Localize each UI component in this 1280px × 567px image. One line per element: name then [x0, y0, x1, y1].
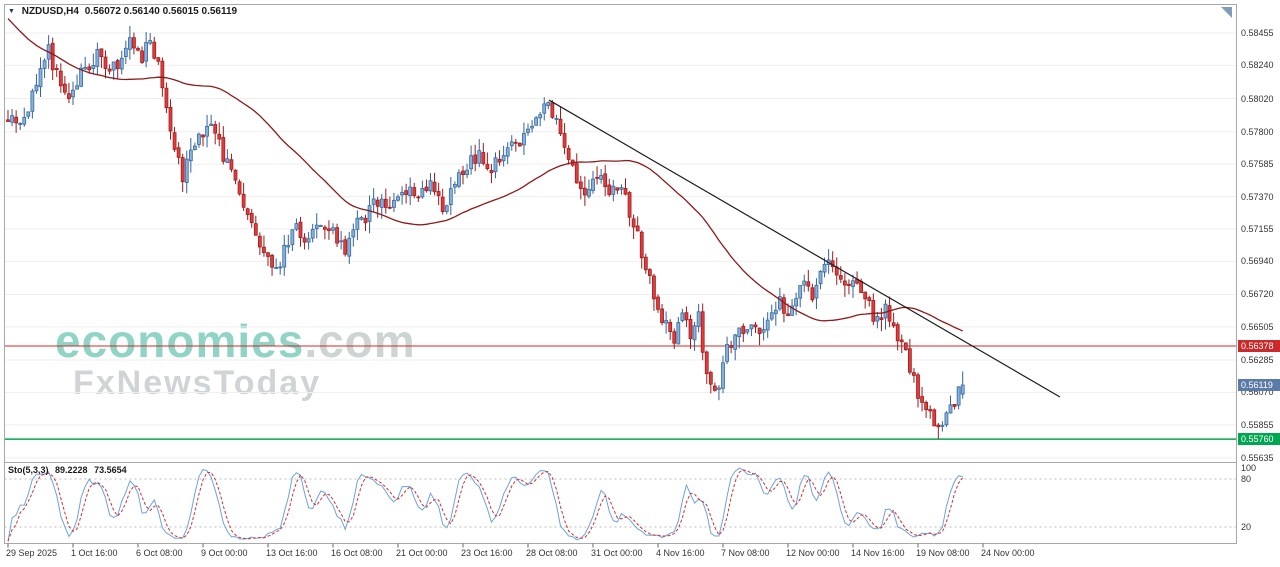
symbol-dropdown-icon: ▼ [8, 8, 15, 15]
support-price-badge: 0.55760 [1238, 433, 1280, 445]
indicator-label: Sto(5,3,3) 89.2228 73.5654 [8, 465, 131, 475]
time-axis-label: 9 Oct 00:00 [201, 548, 248, 558]
indicator-axis-label: 80 [1241, 474, 1252, 484]
time-axis-label: 31 Oct 00:00 [591, 548, 643, 558]
time-axis-label: 4 Nov 16:00 [656, 548, 705, 558]
time-axis-label: 12 Nov 00:00 [786, 548, 840, 558]
watermark-brand-suffix: .com [304, 315, 416, 367]
time-axis-label: 6 Oct 08:00 [136, 548, 183, 558]
price-axis-label: 0.58455 [1241, 28, 1274, 38]
watermark-brand: economies [55, 315, 305, 367]
indicator-axis-label: 20 [1241, 522, 1252, 532]
price-axis-label: 0.56070 [1241, 387, 1274, 397]
price-axis-label: 0.56940 [1241, 256, 1274, 266]
watermark: economies.com FxNewsToday [55, 318, 416, 400]
time-axis-label: 16 Oct 08:00 [331, 548, 383, 558]
indicator-d-value: 73.5654 [94, 465, 127, 475]
time-axis-label: 24 Nov 00:00 [981, 548, 1035, 558]
indicator-axis-label: 100 [1241, 463, 1257, 473]
resistance-price-badge: 0.56378 [1238, 340, 1280, 352]
price-axis-label: 0.56505 [1241, 322, 1274, 332]
indicator-name: Sto(5,3,3) [8, 465, 49, 475]
time-axis-label: 14 Nov 16:00 [851, 548, 905, 558]
time-axis-label: 13 Oct 16:00 [266, 548, 318, 558]
time-axis-label: 19 Nov 08:00 [916, 548, 970, 558]
time-axis-label: 21 Oct 00:00 [396, 548, 448, 558]
price-axis-label: 0.56285 [1241, 355, 1274, 365]
time-axis-label: 29 Sep 2025 [6, 548, 58, 558]
time-axis-label: 23 Oct 16:00 [461, 548, 513, 558]
price-axis-label: 0.56720 [1241, 289, 1274, 299]
price-axis-label: 0.55855 [1241, 420, 1274, 430]
time-axis-label: 28 Oct 08:00 [526, 548, 578, 558]
price-axis-label: 0.57155 [1241, 224, 1274, 234]
time-axis-label: 1 Oct 16:00 [71, 548, 118, 558]
current-price-badge: 0.56119 [1238, 379, 1280, 391]
symbol-timeframe: NZDUSD,H4 [21, 6, 79, 17]
price-axis-label: 0.58020 [1241, 94, 1274, 104]
watermark-line1: economies.com [55, 318, 416, 364]
price-axis-label: 0.57585 [1241, 159, 1274, 169]
time-axis-label: 7 Nov 08:00 [721, 548, 770, 558]
price-axis-label: 0.57370 [1241, 192, 1274, 202]
price-axis-label: 0.55635 [1241, 453, 1274, 463]
chart-title: ▼ NZDUSD,H4 0.56072 0.56140 0.56015 0.56… [8, 6, 240, 17]
price-axis-label: 0.58240 [1241, 60, 1274, 70]
price-axis-label: 0.57800 [1241, 127, 1274, 137]
ohlc-values: 0.56072 0.56140 0.56015 0.56119 [84, 6, 238, 17]
indicator-k-value: 89.2228 [55, 465, 88, 475]
watermark-subbrand: FxNewsToday [73, 364, 322, 402]
